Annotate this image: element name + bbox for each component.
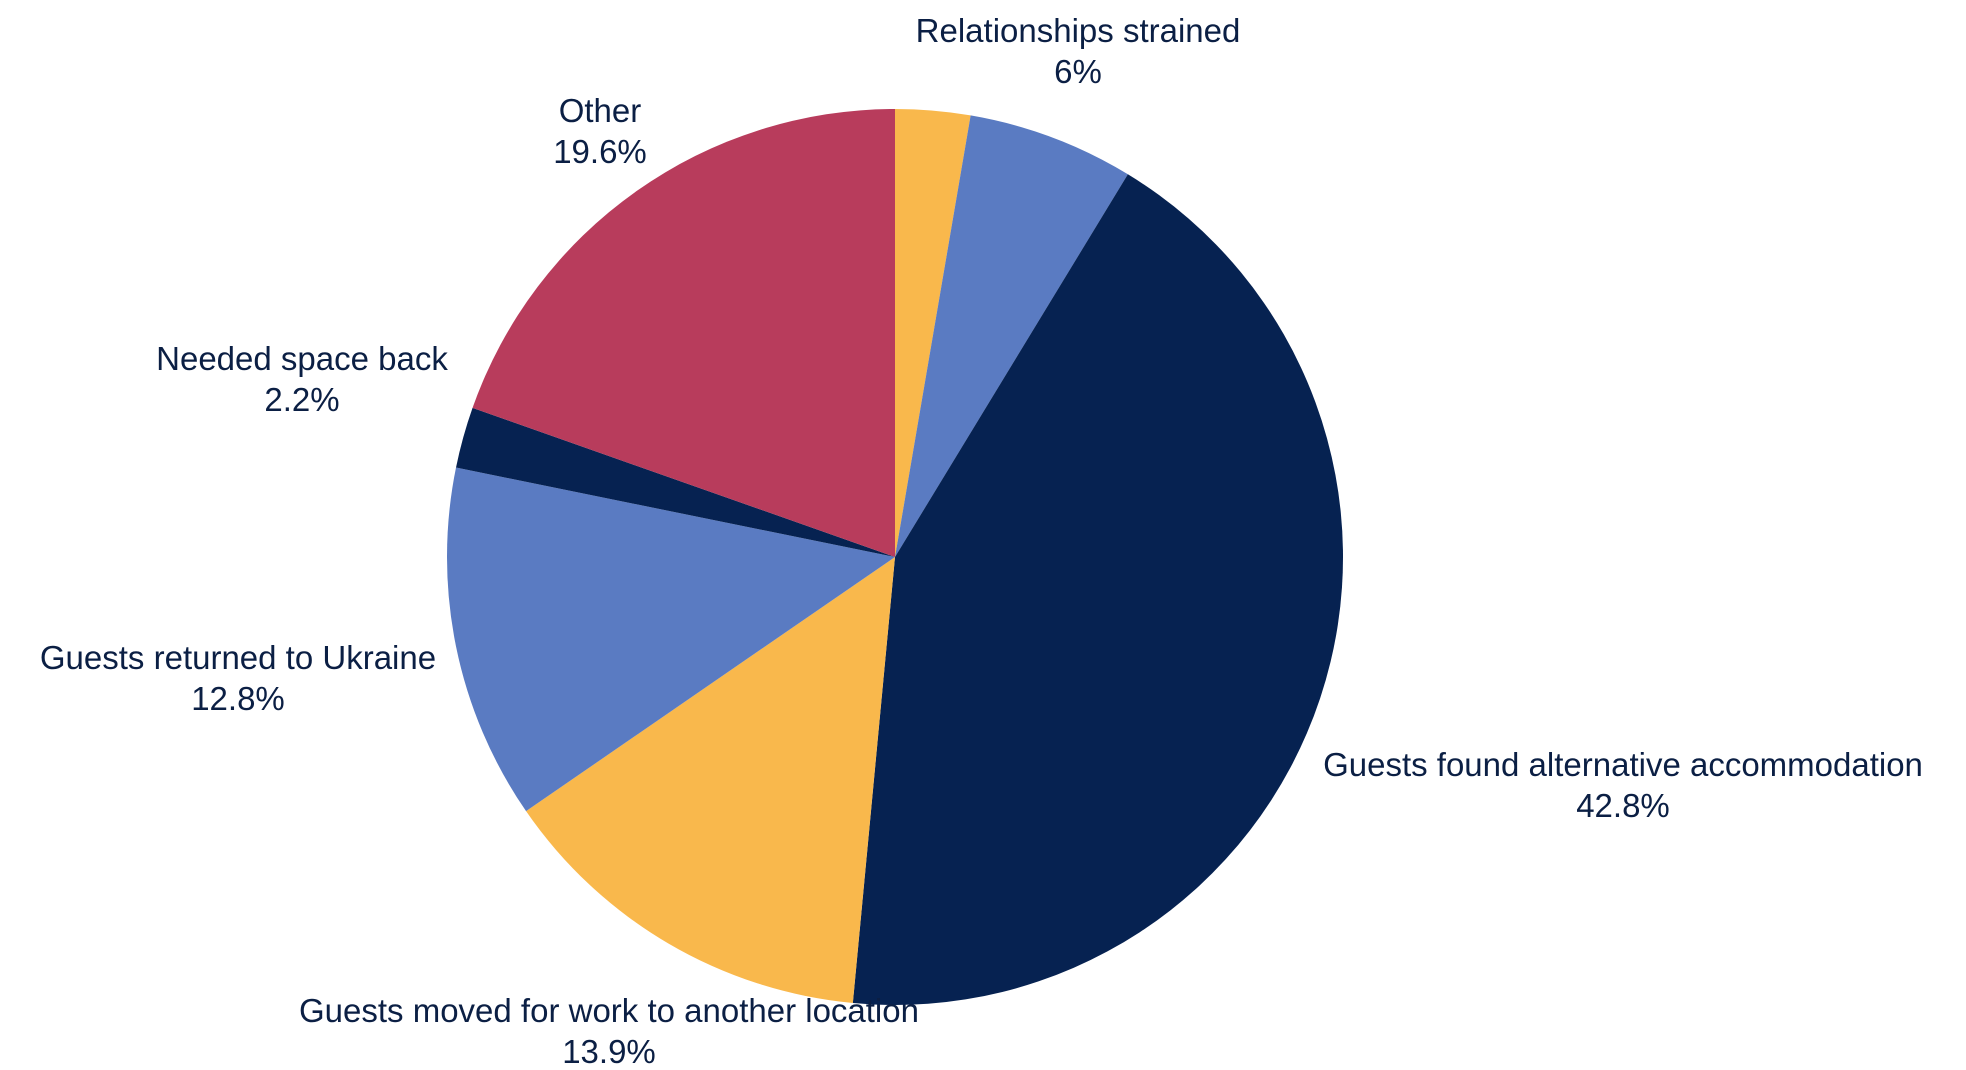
pie-slice-guests-moved-for-work-to-another-location [526,557,895,1004]
slice-label-other: Other [559,92,642,129]
slice-label-needed-space-back: Needed space back [156,340,448,377]
slice-value-label-needed-space-back: 2.2% [264,381,339,418]
slice-value-label-guests-returned-to-ukraine: 12.8% [191,680,285,717]
slice-label-guests-moved-for-work-to-another-location: Guests moved for work to another locatio… [299,992,919,1029]
pie-slice-relationships-strained [895,115,1128,558]
pie-slices [446,109,1344,1005]
slice-label-guests-found-alternative-accommodation: Guests found alternative accommodation [1323,746,1923,783]
slice-label-relationships-strained: Relationships strained [916,12,1241,49]
pie-slice-guests-returned-to-ukraine [446,467,895,812]
pie-slice-guests-found-alternative-accommodation [852,174,1344,1005]
pie-slice-needed-space-back [456,407,895,557]
pie-slice-unlabeled [895,109,971,557]
slice-value-label-relationships-strained: 6% [1054,53,1102,90]
slice-value-label-guests-moved-for-work-to-another-location: 13.9% [562,1033,656,1070]
pie-labels: Relationships strained 6% Guests found alt… [40,12,1923,1070]
slice-value-label-other: 19.6% [553,133,647,170]
slice-label-guests-returned-to-ukraine: Guests returned to Ukraine [40,639,436,676]
slice-value-label-guests-found-alternative-accommodation: 42.8% [1576,787,1670,824]
pie-slice-other [472,109,895,557]
